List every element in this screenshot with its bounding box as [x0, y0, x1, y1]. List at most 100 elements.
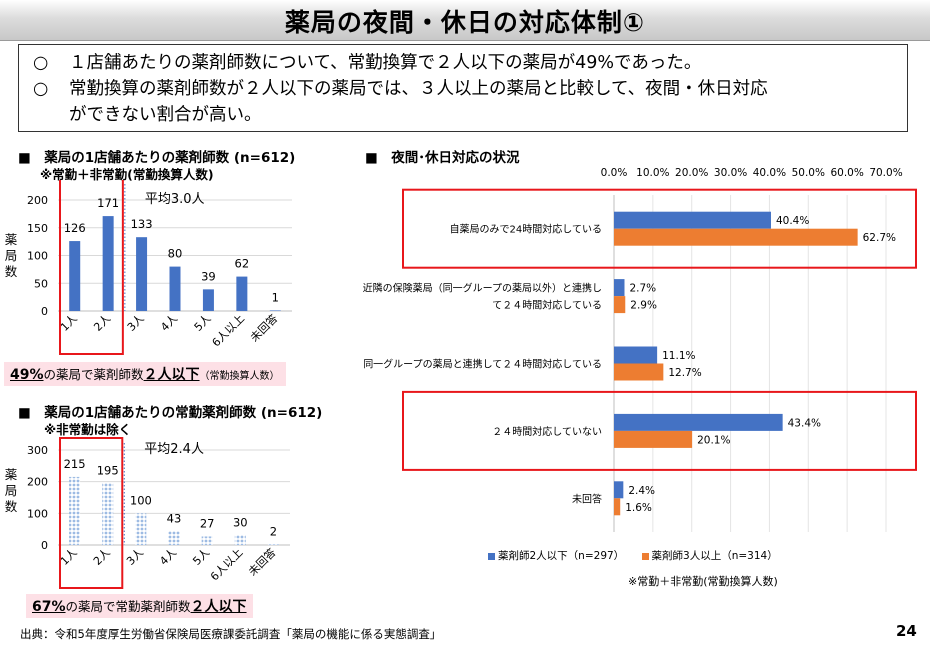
y-tick-label: 100 [27, 507, 48, 520]
data-label: 195 [97, 463, 119, 477]
source-citation: 出典：令和5年度厚生労働省保険局医療課委託調査「薬局の機能に係る実態調査」 [20, 627, 442, 641]
y-tick-label: 150 [27, 222, 48, 235]
bar [614, 346, 658, 364]
data-label: 100 [130, 493, 152, 507]
data-label: 62.7% [863, 232, 896, 244]
category-label: 未回答 [572, 492, 602, 505]
y-tick-label: 50 [34, 277, 48, 290]
x-tick-label: 4人 [157, 546, 179, 568]
legend-swatch-orange [641, 552, 649, 560]
x-tick-label: 3人 [124, 546, 146, 568]
data-label: 43.4% [788, 417, 821, 429]
data-label: 30 [233, 516, 248, 530]
legend-item-1: 薬剤師3人以上（n=314） [641, 550, 778, 562]
data-label: 80 [168, 247, 183, 261]
data-label: 1 [272, 290, 279, 304]
x-tick-label: 20.0% [675, 167, 708, 179]
ylabel-char: 数 [4, 499, 18, 514]
left-top-ylabel: 薬 局 数 [3, 232, 19, 280]
bar [614, 481, 624, 499]
category-label: 自薬局のみで24時間対応している [450, 223, 602, 236]
x-tick-label: 0.0% [601, 167, 628, 179]
category-label: 同一グループの薬局と連携して２４時間対応している [363, 358, 602, 371]
note-mid: の薬局で常勤薬剤師数 [65, 599, 191, 614]
note-bold: ２人以下 [190, 599, 247, 615]
bar [136, 237, 148, 311]
highlight-box [59, 437, 124, 589]
left-top-subheading: ※常勤＋非常勤(常勤換算人数) [40, 167, 214, 182]
y-tick-label: 300 [27, 444, 48, 457]
data-label: 40.4% [776, 215, 809, 227]
x-tick-label: 50.0% [792, 167, 825, 179]
data-label: 20.1% [697, 434, 730, 446]
bar [69, 476, 81, 545]
average-label: 平均2.4人 [144, 442, 204, 457]
bar [614, 363, 664, 381]
bar [614, 296, 626, 314]
bar [69, 241, 81, 311]
x-tick-label: 4人 [158, 312, 180, 334]
x-tick-label: 2人 [91, 312, 113, 334]
legend-note: ※常勤＋非常勤(常勤換算人数) [628, 575, 778, 588]
bar [269, 310, 281, 311]
data-label: 12.7% [668, 367, 701, 379]
data-label: 2.9% [630, 300, 657, 312]
fulltime-pharmacist-count-chart: 0 100 200 300 215 1人 195 2人 100 3人 43 4人 27 5人 30 6人以上 2… [27, 437, 290, 589]
y-tick-label: 0 [41, 305, 48, 318]
highlight-box [402, 390, 917, 471]
pharmacist-count-chart: 0 50 100 150 200 126 1人 171 2人 133 3人 80 4人 39 5人 62 6人以… [27, 180, 292, 355]
summary-line-3: ができない割合が高い。 [69, 105, 262, 125]
summary-line-2: ○ 常勤換算の薬剤師数が２人以下の薬局では、３人以上の薬局と比較して、夜間・休日対… [33, 77, 768, 101]
data-label: 126 [64, 221, 86, 235]
ylabel-char: 数 [4, 264, 18, 279]
bar [234, 535, 246, 545]
note-pct: 67% [32, 599, 66, 615]
data-label: 43 [167, 511, 182, 525]
bar [102, 216, 114, 311]
data-label: 27 [200, 516, 215, 530]
x-tick-label: 5人 [190, 546, 212, 568]
bar [168, 531, 180, 545]
legend-label: 薬剤師3人以上（n=314） [651, 550, 778, 562]
data-label: 39 [201, 269, 216, 283]
left-bottom-subheading: ※非常勤は除く [44, 422, 132, 437]
left-top-note: 49%の薬局で薬剤師数２人以下（常勤換算人数） [4, 362, 286, 386]
page-number: 24 [896, 622, 917, 640]
x-tick-label: 5人 [192, 312, 214, 334]
y-tick-label: 200 [27, 476, 48, 489]
note-small: （常勤換算人数） [199, 371, 280, 382]
average-label: 平均3.0人 [145, 192, 205, 207]
left-top-heading: ■ 薬局の1店舗あたりの薬剤師数 (n=612) [18, 150, 296, 166]
x-tick-label: 10.0% [636, 167, 669, 179]
page-title: 薬局の夜間・休日の対応体制① [284, 8, 646, 37]
x-tick-label: 1人 [58, 546, 80, 568]
highlight-box [402, 188, 917, 269]
left-bottom-ylabel: 薬 局 数 [3, 467, 19, 515]
bar [201, 536, 213, 545]
note-bold: ２人以下 [143, 367, 200, 383]
legend-item-0: 薬剤師2人以下（n=297） [488, 550, 624, 562]
title-bar [0, 0, 930, 41]
summary-text-1: １店舗あたりの薬剤師数について、常勤換算で２人以下の薬局が49%であった。 [69, 53, 702, 73]
bar [614, 498, 621, 516]
x-tick-label: 70.0% [869, 167, 902, 179]
note-mid: の薬局で薬剤師数 [43, 367, 144, 382]
summary-text-2: 常勤換算の薬剤師数が２人以下の薬局では、３人以上の薬局と比較して、夜間・休日対応 [69, 79, 768, 99]
category-label: 近隣の保険薬局（同一グループの薬局以外）と連携し [363, 282, 602, 295]
x-tick-label: 1人 [58, 312, 80, 334]
x-tick-label: 未回答 [247, 311, 280, 344]
night-holiday-response-chart: 0.0% 10.0% 20.0% 30.0% 40.0% 50.0% 60.0% 70.0% 4… [363, 167, 917, 532]
left-bottom-heading: ■ 薬局の1店舗あたりの常勤薬剤師数 (n=612) [18, 405, 323, 421]
legend-swatch-blue [488, 552, 495, 560]
y-tick-label: 200 [27, 194, 48, 207]
category-label: ２４時間対応していない [492, 425, 602, 438]
x-tick-label: 40.0% [753, 167, 786, 179]
summary-box: ○ １店舗あたりの薬剤師数について、常勤換算で２人以下の薬局が49%であった。 ○… [18, 44, 908, 132]
data-label: 2 [270, 524, 277, 538]
category-label: て２４時間対応している [492, 299, 602, 312]
legend: 薬剤師2人以下（n=297） 薬剤師3人以上（n=314） [488, 548, 778, 563]
bar [267, 544, 279, 545]
bar [614, 228, 858, 246]
note-pct: 49% [10, 367, 44, 383]
ylabel-char: 局 [4, 248, 18, 263]
